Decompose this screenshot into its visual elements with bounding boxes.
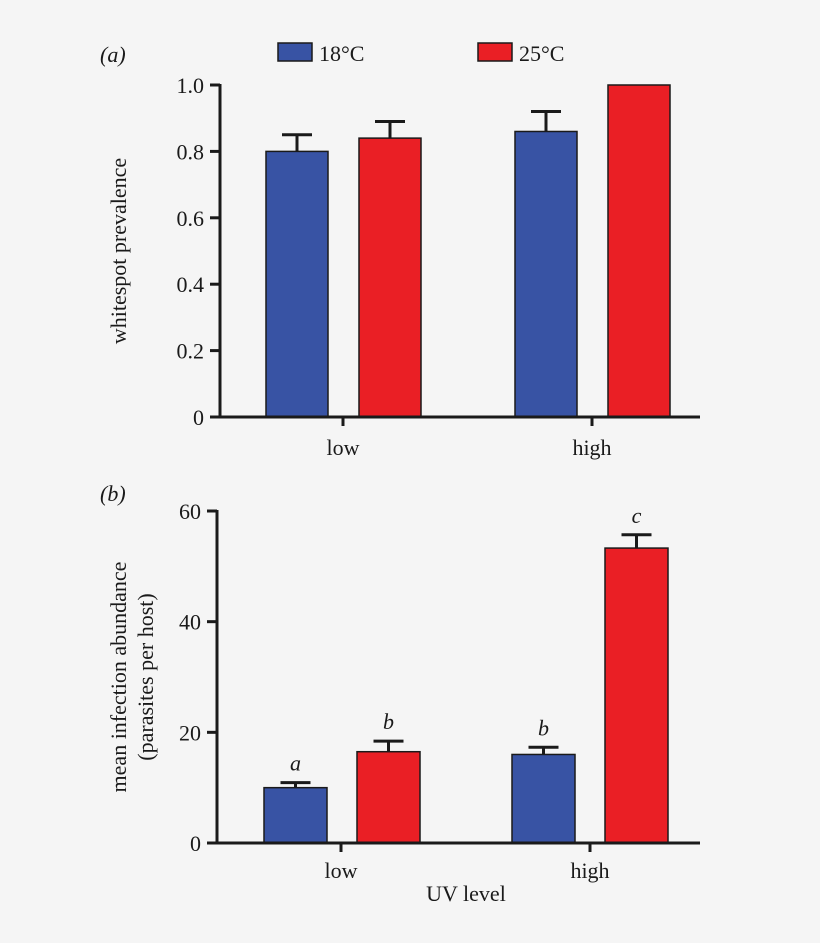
bar-low-25°C	[356, 750, 421, 844]
legend-label-18c: 18°C	[319, 41, 364, 66]
y-tick-label: 20	[179, 720, 201, 745]
bar-high-25°C	[604, 547, 669, 844]
panel-a: 0 0.2 0.4 0.6 0.8 1.0 low high	[177, 73, 700, 460]
panel-b-ylabel: mean infection abundance	[106, 562, 131, 793]
x-tick-label-high: high	[570, 858, 609, 883]
panel-a-ylabel: whitespot prevalence	[106, 158, 131, 344]
x-tick-label-high: high	[572, 435, 611, 460]
significance-letter: c	[632, 503, 642, 528]
y-tick-label: 0.2	[177, 339, 205, 364]
y-tick-label: 0	[190, 831, 201, 856]
x-tick-label-low: low	[325, 858, 358, 883]
significance-letter: b	[383, 709, 394, 734]
bar-high-18°C	[511, 753, 576, 844]
panel-b-ylabel2: (parasites per host)	[133, 593, 158, 760]
significance-letter: b	[538, 715, 549, 740]
panel-b: a b b c 0 20 40 60 low high	[179, 499, 700, 883]
bar-high-25°C	[607, 84, 671, 418]
bar-high-18°C	[514, 130, 578, 418]
y-tick-label: 1.0	[177, 73, 205, 98]
legend-label-25c: 25°C	[519, 41, 564, 66]
y-tick-label: 0.4	[177, 272, 205, 297]
bar-low-25°C	[358, 137, 422, 418]
y-tick-label: 40	[179, 610, 201, 635]
legend: 18°C 25°C	[277, 41, 564, 66]
bar-low-18°C	[265, 150, 329, 418]
y-tick-label: 0	[193, 405, 204, 430]
legend-swatch-25c	[477, 42, 513, 62]
panel-a-label: (a)	[100, 42, 126, 67]
panel-b-xlabel: UV level	[426, 881, 506, 906]
y-tick-label: 60	[179, 499, 201, 524]
x-tick-label-low: low	[327, 435, 360, 460]
y-tick-label: 0.6	[177, 206, 205, 231]
legend-swatch-18c	[277, 42, 313, 62]
panel-b-label: (b)	[100, 481, 126, 506]
y-tick-label: 0.8	[177, 139, 205, 164]
significance-letter: a	[290, 751, 301, 776]
bar-low-18°C	[263, 786, 328, 844]
